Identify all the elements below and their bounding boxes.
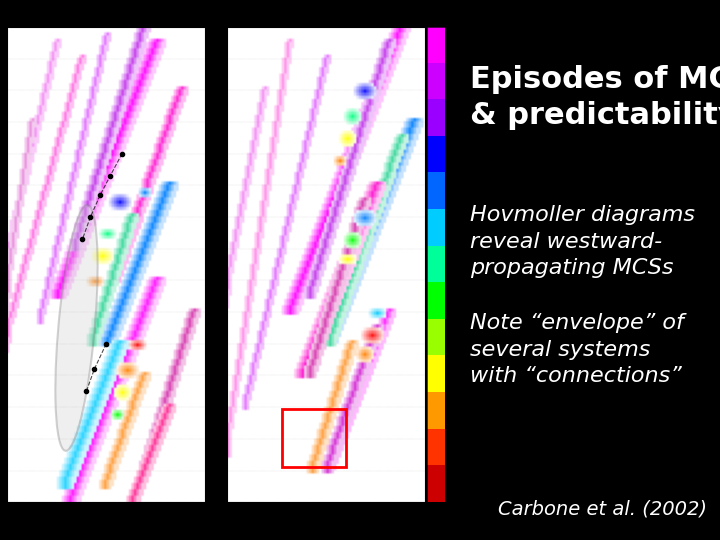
- Title: (b)  16 - 30 May 1999: (b) 16 - 30 May 1999: [258, 13, 393, 26]
- Title: (a)  1 - 15 May 1999: (a) 1 - 15 May 1999: [42, 13, 170, 26]
- Ellipse shape: [55, 205, 98, 451]
- Text: Note “envelope” of
several systems
with “connections”: Note “envelope” of several systems with …: [470, 313, 684, 386]
- Text: Hovmoller diagrams
reveal westward-
propagating MCSs: Hovmoller diagrams reveal westward- prop…: [470, 205, 696, 278]
- X-axis label: longitude: longitude: [300, 525, 352, 535]
- Text: Episodes of MCSs
& predictability: Episodes of MCSs & predictability: [470, 65, 720, 130]
- Bar: [282, 409, 346, 467]
- X-axis label: longitude: longitude: [80, 525, 132, 535]
- Text: Carbone et al. (2002): Carbone et al. (2002): [498, 500, 707, 518]
- Title: mm h⁻¹: mm h⁻¹: [420, 17, 452, 26]
